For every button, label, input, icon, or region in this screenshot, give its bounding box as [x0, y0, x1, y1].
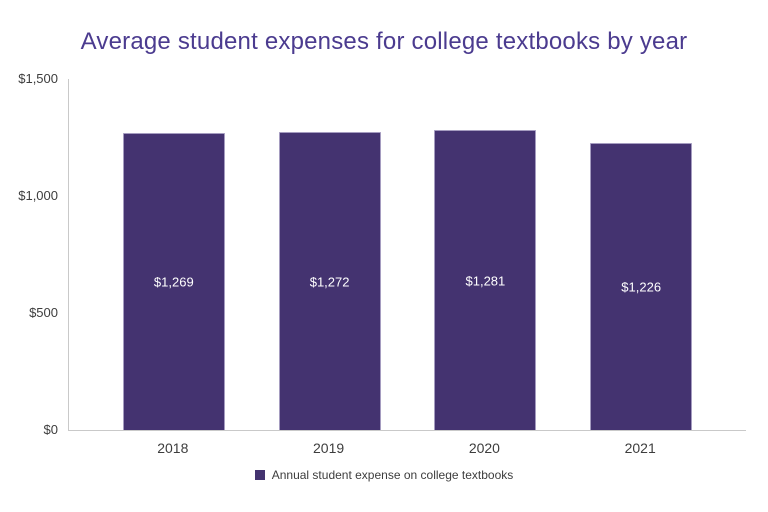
legend-label: Annual student expense on college textbo… — [271, 468, 514, 482]
bar-value-label: $1,269 — [153, 274, 194, 290]
x-tick-label: 2021 — [624, 440, 656, 456]
bar-2019: $1,272 — [278, 132, 381, 430]
x-tick-label: 2019 — [313, 440, 345, 456]
bar-value-label: $1,272 — [309, 274, 350, 290]
x-axis: 2018 2019 2020 2021 — [68, 440, 745, 456]
bar-value-label: $1,281 — [465, 273, 506, 289]
chart-title: Average student expenses for college tex… — [80, 28, 688, 55]
bar-2018: $1,269 — [122, 133, 225, 430]
legend-swatch-icon — [254, 470, 265, 480]
plot-area: $1,269 $1,272 $1,281 $1,226 — [68, 79, 746, 431]
bar-2020: $1,281 — [434, 130, 537, 430]
bar-value-label: $1,226 — [621, 279, 662, 295]
y-tick-label: $1,500 — [18, 71, 58, 86]
y-tick-label: $500 — [29, 305, 58, 320]
bar-2021: $1,226 — [590, 143, 693, 430]
y-axis: $1,500 $1,000 $500 $0 — [0, 71, 60, 437]
legend-item: Annual student expense on college textbo… — [254, 468, 514, 482]
legend: Annual student expense on college textbo… — [0, 468, 768, 482]
x-tick-label: 2020 — [468, 440, 500, 456]
y-tick-label: $0 — [43, 422, 58, 437]
y-tick-label: $1,000 — [18, 188, 58, 203]
x-tick-label: 2018 — [157, 440, 189, 456]
bars: $1,269 $1,272 $1,281 $1,226 — [69, 79, 746, 430]
